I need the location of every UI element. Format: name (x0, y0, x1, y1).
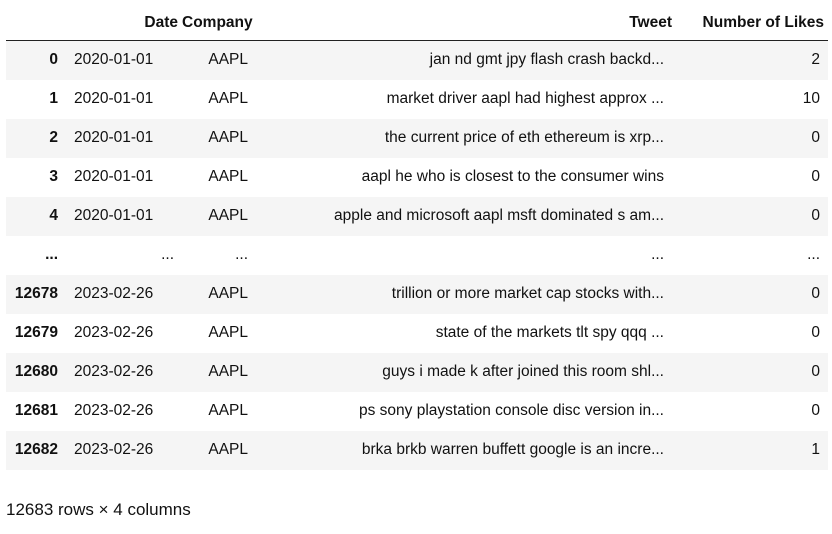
cell-date: 2023-02-26 (74, 324, 154, 341)
cell-tweet: guys i made k after joined this room shl… (382, 363, 664, 380)
table-row: 3 2020-01-01 AAPL aapl he who is closest… (6, 158, 828, 197)
table-row: 12679 2023-02-26 AAPL state of the marke… (6, 314, 828, 353)
cell-tweet: state of the markets tlt spy qqq ... (435, 324, 664, 341)
table-row: 12680 2023-02-26 AAPL guys i made k afte… (6, 352, 828, 392)
row-index: 12681 (14, 402, 58, 419)
cell-tweet: ... (651, 246, 664, 263)
cell-tweet: trillion or more market cap stocks with.… (391, 285, 664, 302)
cell-date: 2020-01-01 (74, 168, 154, 185)
table-row: 4 2020-01-01 AAPL apple and microsoft aa… (6, 196, 828, 236)
cell-tweet: market driver aapl had highest approx ..… (386, 90, 664, 107)
cell-company: AAPL (208, 90, 248, 107)
cell-likes: 0 (811, 207, 820, 224)
table-row: 2 2020-01-01 AAPL the current price of e… (6, 118, 828, 158)
cell-likes: 0 (811, 129, 820, 146)
cell-likes: 2 (811, 51, 820, 69)
cell-company: AAPL (208, 441, 248, 458)
cell-tweet: apple and microsoft aapl msft dominated … (334, 207, 664, 224)
cell-likes: 1 (811, 441, 820, 458)
row-index: 2 (49, 129, 58, 146)
cell-company: AAPL (208, 129, 248, 146)
row-index: 12680 (14, 363, 58, 380)
cell-likes: 10 (802, 90, 820, 107)
row-index: 3 (49, 168, 58, 185)
cell-date: 2023-02-26 (74, 285, 154, 302)
cell-company: AAPL (208, 402, 248, 419)
cell-tweet: aapl he who is closest to the consumer w… (361, 168, 664, 185)
column-header-likes: Number of Likes (676, 6, 828, 41)
dataframe-shape: 12683 rows × 4 columns (6, 500, 191, 519)
cell-date: 2020-01-01 (74, 90, 154, 107)
table-row: ... ... ... ... ... (6, 236, 828, 275)
cell-company: AAPL (208, 324, 248, 341)
dataframe-table: Date Company Tweet Number of Likes 0 202… (6, 6, 828, 470)
table-row: 12682 2023-02-26 AAPL brka brkb warren b… (6, 430, 828, 470)
table-body: 0 2020-01-01 AAPL jan nd gmt jpy flash c… (6, 40, 828, 470)
cell-date: 2023-02-26 (74, 363, 154, 380)
cell-likes: 0 (811, 285, 820, 302)
cell-likes: 0 (811, 324, 820, 341)
cell-date: 2020-01-01 (74, 51, 154, 69)
cell-date: ... (161, 246, 174, 263)
row-index: 12678 (14, 285, 58, 302)
index-header (6, 6, 68, 41)
cell-company: AAPL (208, 51, 248, 69)
cell-likes: 0 (811, 402, 820, 419)
table-header: Date Company Tweet Number of Likes (6, 6, 828, 41)
table-row: 0 2020-01-01 AAPL jan nd gmt jpy flash c… (6, 40, 828, 80)
row-index: ... (45, 246, 58, 263)
cell-tweet: ps sony playstation console disc version… (359, 402, 664, 419)
cell-date: 2020-01-01 (74, 129, 154, 146)
header-row: Date Company Tweet Number of Likes (6, 6, 828, 41)
column-header-date: Date (68, 6, 180, 41)
table-row: 12678 2023-02-26 AAPL trillion or more m… (6, 274, 828, 314)
table-row: 1 2020-01-01 AAPL market driver aapl had… (6, 80, 828, 119)
cell-likes: 0 (811, 168, 820, 185)
cell-company: AAPL (208, 207, 248, 224)
row-index: 4 (49, 207, 58, 224)
cell-date: 2023-02-26 (74, 441, 154, 458)
cell-tweet: jan nd gmt jpy flash crash backd... (429, 51, 664, 69)
cell-company: AAPL (208, 168, 248, 185)
cell-tweet: brka brkb warren buffett google is an in… (361, 441, 664, 458)
table-row: 12681 2023-02-26 AAPL ps sony playstatio… (6, 392, 828, 431)
cell-tweet: the current price of eth ethereum is xrp… (384, 129, 664, 146)
cell-company: AAPL (208, 285, 248, 302)
cell-company: AAPL (208, 363, 248, 380)
row-index: 0 (49, 51, 58, 69)
cell-company: ... (235, 246, 248, 263)
row-index: 1 (49, 90, 58, 107)
cell-likes: ... (807, 246, 820, 263)
cell-date: 2020-01-01 (74, 207, 154, 224)
column-header-company: Company (180, 6, 272, 41)
cell-likes: 0 (811, 363, 820, 380)
column-header-tweet: Tweet (272, 6, 676, 41)
row-index: 12679 (14, 324, 58, 341)
cell-date: 2023-02-26 (74, 402, 154, 419)
row-index: 12682 (14, 441, 58, 458)
